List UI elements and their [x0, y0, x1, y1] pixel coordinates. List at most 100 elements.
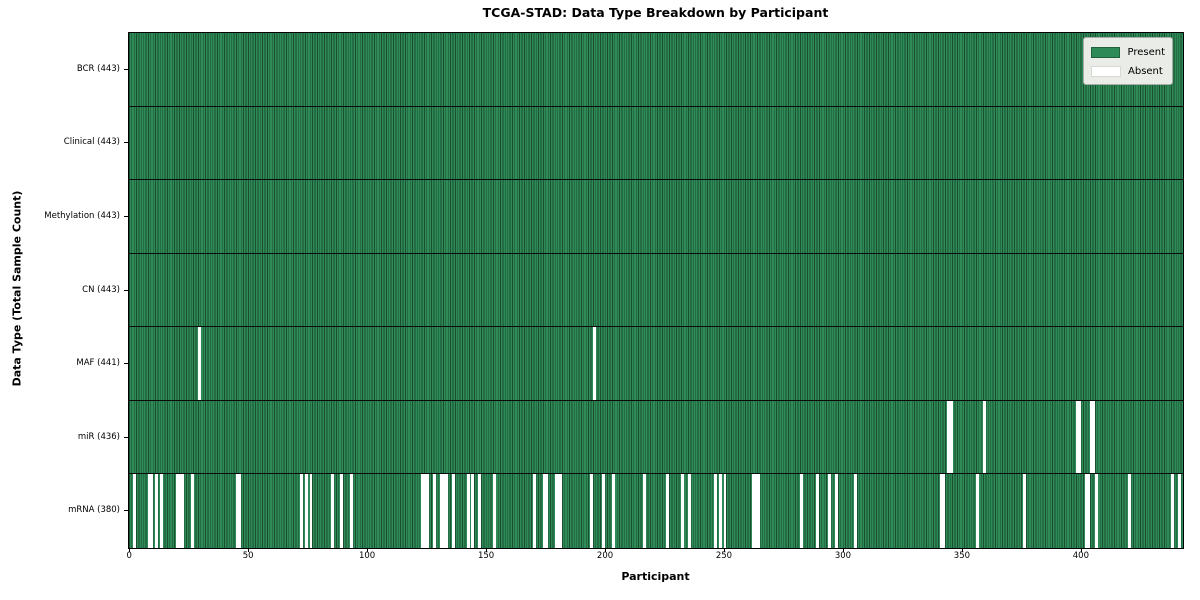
absent-stripe-mRNA-248 [718, 474, 722, 548]
absent-stripe-mRNA-420 [1127, 474, 1131, 548]
absent-stripe-mRNA-123 [421, 474, 425, 548]
x-tick-label-300: 300 [834, 551, 852, 561]
legend-item-absent: Absent [1091, 62, 1165, 81]
y-tick-mark [124, 363, 128, 365]
x-tick-mark [248, 548, 250, 552]
absent-stripe-mRNA-153 [492, 474, 496, 548]
y-tick-label-miR: miR (436) [77, 431, 120, 442]
absent-stripe-mRNA-289 [816, 474, 820, 548]
absent-stripe-mRNA-147 [478, 474, 482, 548]
heatmap-row-BCR [129, 33, 1183, 107]
absent-stripe-mRNA-132 [442, 474, 446, 548]
y-tick-label-BCR: BCR (443) [76, 63, 120, 74]
absent-stripe-MAF-195 [592, 327, 596, 400]
x-tick-label-150: 150 [477, 551, 495, 561]
absent-stripe-mRNA-89 [340, 474, 344, 548]
absent-stripe-miR-345 [949, 400, 953, 474]
absent-stripe-mRNA-246 [713, 474, 717, 548]
absent-stripe-mRNA-194 [590, 474, 594, 548]
x-tick-label-250: 250 [715, 551, 733, 561]
y-tick-label-Clinical: Clinical (443) [63, 137, 120, 148]
absent-stripe-miR-404 [1089, 400, 1093, 474]
absent-stripe-mRNA-74 [304, 474, 308, 548]
heatmap-row-miR [129, 400, 1183, 475]
x-tick-label-0: 0 [126, 551, 132, 561]
absent-stripe-mRNA-297 [835, 474, 839, 548]
y-tick-mark [124, 68, 128, 70]
x-tick-mark [842, 548, 844, 552]
x-tick-label-50: 50 [242, 551, 254, 561]
absent-stripe-mRNA-22 [181, 474, 184, 548]
x-tick-mark [129, 548, 131, 552]
chart-title: TCGA-STAD: Data Type Breakdown by Partic… [482, 5, 829, 20]
absent-stripe-mRNA-250 [723, 474, 727, 548]
heatmap-row-mRNA [129, 474, 1183, 548]
absent-stripe-mRNA-203 [611, 474, 615, 548]
heatmap-row-Methylation [129, 180, 1183, 254]
absent-stripe-mRNA-180 [556, 474, 560, 548]
legend: Present Absent [1083, 37, 1173, 85]
absent-stripe-mRNA-342 [942, 474, 946, 548]
absent-stripe-mRNA-179 [554, 474, 558, 548]
absent-stripe-mRNA-128 [433, 474, 437, 548]
absent-stripe-mRNA-170 [533, 474, 537, 548]
absent-stripe-mRNA-402 [1085, 474, 1089, 548]
heatmap-row-Clinical [129, 106, 1183, 181]
absent-stripe-mRNA-133 [445, 474, 449, 548]
absent-stripe-mRNA-262 [752, 474, 756, 548]
plot-area [128, 32, 1184, 549]
y-tick-mark [124, 215, 128, 217]
heatmap-row-MAF [129, 327, 1183, 401]
absent-stripe-mRNA-26 [190, 474, 194, 548]
absent-stripe-mRNA-8 [147, 474, 151, 548]
x-tick-label-350: 350 [953, 551, 971, 561]
absent-stripe-mRNA-20 [176, 474, 180, 548]
absent-stripe-mRNA-125 [426, 474, 430, 548]
absent-stripe-mRNA-93 [349, 474, 353, 548]
absent-stripe-miR-359 [982, 400, 986, 474]
absent-stripe-mRNA-136 [452, 474, 456, 548]
x-tick-label-200: 200 [596, 551, 614, 561]
absent-stripe-mRNA-85 [330, 474, 334, 548]
x-tick-label-100: 100 [358, 551, 376, 561]
absent-stripe-mRNA-232 [680, 474, 684, 548]
absent-stripe-mRNA-199 [602, 474, 606, 548]
absent-stripe-mRNA-438 [1170, 474, 1174, 548]
y-tick-mark [124, 289, 128, 291]
absent-stripe-mRNA-124 [423, 474, 427, 548]
absent-stripe-mRNA-263 [754, 474, 758, 548]
legend-label-absent: Absent [1128, 66, 1163, 77]
x-axis-label: Participant [621, 570, 690, 583]
absent-stripe-mRNA-131 [440, 474, 444, 548]
legend-item-present: Present [1091, 43, 1165, 62]
absent-stripe-mRNA-226 [666, 474, 670, 548]
absent-stripe-mRNA-282 [799, 474, 803, 548]
absent-stripe-mRNA-46 [238, 474, 242, 548]
y-tick-label-Methylation: Methylation (443) [44, 210, 120, 221]
absent-stripe-mRNA-181 [559, 474, 563, 548]
absent-stripe-mRNA-305 [854, 474, 858, 548]
y-tick-mark [124, 436, 128, 438]
x-tick-label-400: 400 [1072, 551, 1089, 561]
present-swatch-icon [1091, 47, 1121, 58]
legend-label-present: Present [1127, 47, 1165, 58]
heatmap-row-CN [129, 253, 1183, 328]
absent-stripe-mRNA-294 [828, 474, 832, 548]
absent-stripe-miR-398 [1075, 400, 1079, 474]
absent-stripe-miR-399 [1078, 400, 1081, 474]
absent-stripe-mRNA-403 [1087, 474, 1091, 548]
absent-stripe-mRNA-441 [1177, 474, 1181, 548]
absent-stripe-miR-405 [1092, 400, 1096, 474]
x-tick-mark [605, 548, 607, 552]
absent-swatch-icon [1091, 66, 1121, 77]
absent-stripe-mRNA-142 [466, 474, 470, 548]
absent-stripe-mRNA-2 [133, 474, 137, 548]
absent-stripe-mRNA-45 [235, 474, 239, 548]
absent-stripe-mRNA-21 [178, 474, 182, 548]
x-tick-mark [723, 548, 725, 552]
x-tick-mark [1080, 548, 1082, 552]
absent-stripe-mRNA-264 [756, 474, 760, 548]
absent-stripe-mRNA-144 [471, 474, 475, 548]
absent-stripe-mRNA-341 [940, 474, 943, 548]
